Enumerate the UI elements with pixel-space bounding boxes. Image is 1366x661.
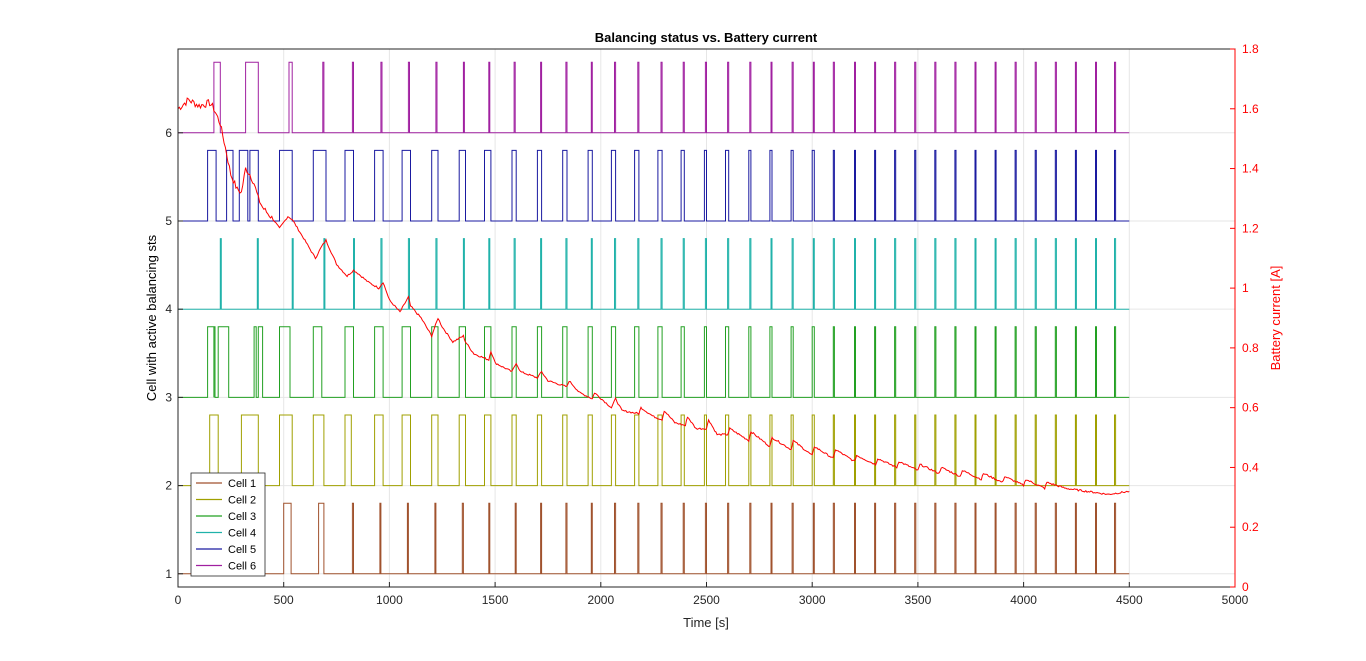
x-tick-label: 500 xyxy=(274,593,294,607)
y-right-tick-label: 0 xyxy=(1242,580,1249,594)
legend: Cell 1 Cell 2 Cell 3 Cell 4 Cell 5 Cell 6 xyxy=(190,472,266,577)
y-left-tick-label: 2 xyxy=(165,479,172,493)
legend-label: Cell 3 xyxy=(228,511,256,523)
x-tick-label: 4500 xyxy=(1116,593,1143,607)
legend-label: Cell 5 xyxy=(228,544,256,556)
legend-label: Cell 4 xyxy=(228,528,256,540)
y-right-tick-label: 1.6 xyxy=(1242,102,1259,116)
y-right-tick-label: 0.4 xyxy=(1242,460,1259,474)
y-right-tick-label: 0.2 xyxy=(1242,520,1259,534)
y-axis-left-label: Cell with active balancing sts xyxy=(144,234,159,401)
y-left-tick-label: 6 xyxy=(165,126,172,140)
x-tick-label: 0 xyxy=(175,593,182,607)
series-line-cell-5 xyxy=(178,149,1130,222)
axes-layer: 0 500 1000 1500 2000 2500 3000 3500 4000 4500 5000… xyxy=(165,42,1259,607)
x-axis-label: Time [s] xyxy=(683,615,729,630)
x-tick-label: 1000 xyxy=(376,593,403,607)
y-left-tick-label: 1 xyxy=(165,567,172,581)
series-line-battery-current xyxy=(177,97,1130,496)
x-tick-label: 3500 xyxy=(905,593,932,607)
x-tick-label: 2500 xyxy=(693,593,720,607)
y-left-tick-label: 4 xyxy=(165,302,172,316)
y-left-tick-label: 5 xyxy=(165,214,172,228)
x-tick-label: 4000 xyxy=(1010,593,1037,607)
series-line-cell-2 xyxy=(178,414,1130,487)
x-tick-label: 3000 xyxy=(799,593,826,607)
series-layer xyxy=(177,61,1130,575)
x-tick-label: 2000 xyxy=(587,593,614,607)
series-line-cell-4 xyxy=(178,238,1130,310)
y-right-tick-label: 1.8 xyxy=(1242,42,1259,56)
y-left-tick-label: 3 xyxy=(165,390,172,404)
y-axis-right-label: Battery current [A] xyxy=(1268,266,1283,371)
legend-label: Cell 1 xyxy=(228,478,256,490)
y-right-tick-label: 0.6 xyxy=(1242,401,1259,415)
series-line-cell-3 xyxy=(178,326,1130,398)
legend-box xyxy=(190,472,266,577)
y-right-tick-label: 1.2 xyxy=(1242,221,1259,235)
x-tick-label: 1500 xyxy=(482,593,509,607)
legend-label: Cell 2 xyxy=(228,495,256,507)
y-right-tick-label: 1.4 xyxy=(1242,162,1259,176)
series-line-cell-1 xyxy=(178,502,1130,575)
legend-label: Cell 6 xyxy=(228,561,256,573)
y-right-tick-label: 1 xyxy=(1242,281,1249,295)
series-line-cell-6 xyxy=(178,61,1130,134)
x-tick-label: 5000 xyxy=(1222,593,1249,607)
y-right-tick-label: 0.8 xyxy=(1242,341,1259,355)
chart-title: Balancing status vs. Battery current xyxy=(595,30,818,45)
